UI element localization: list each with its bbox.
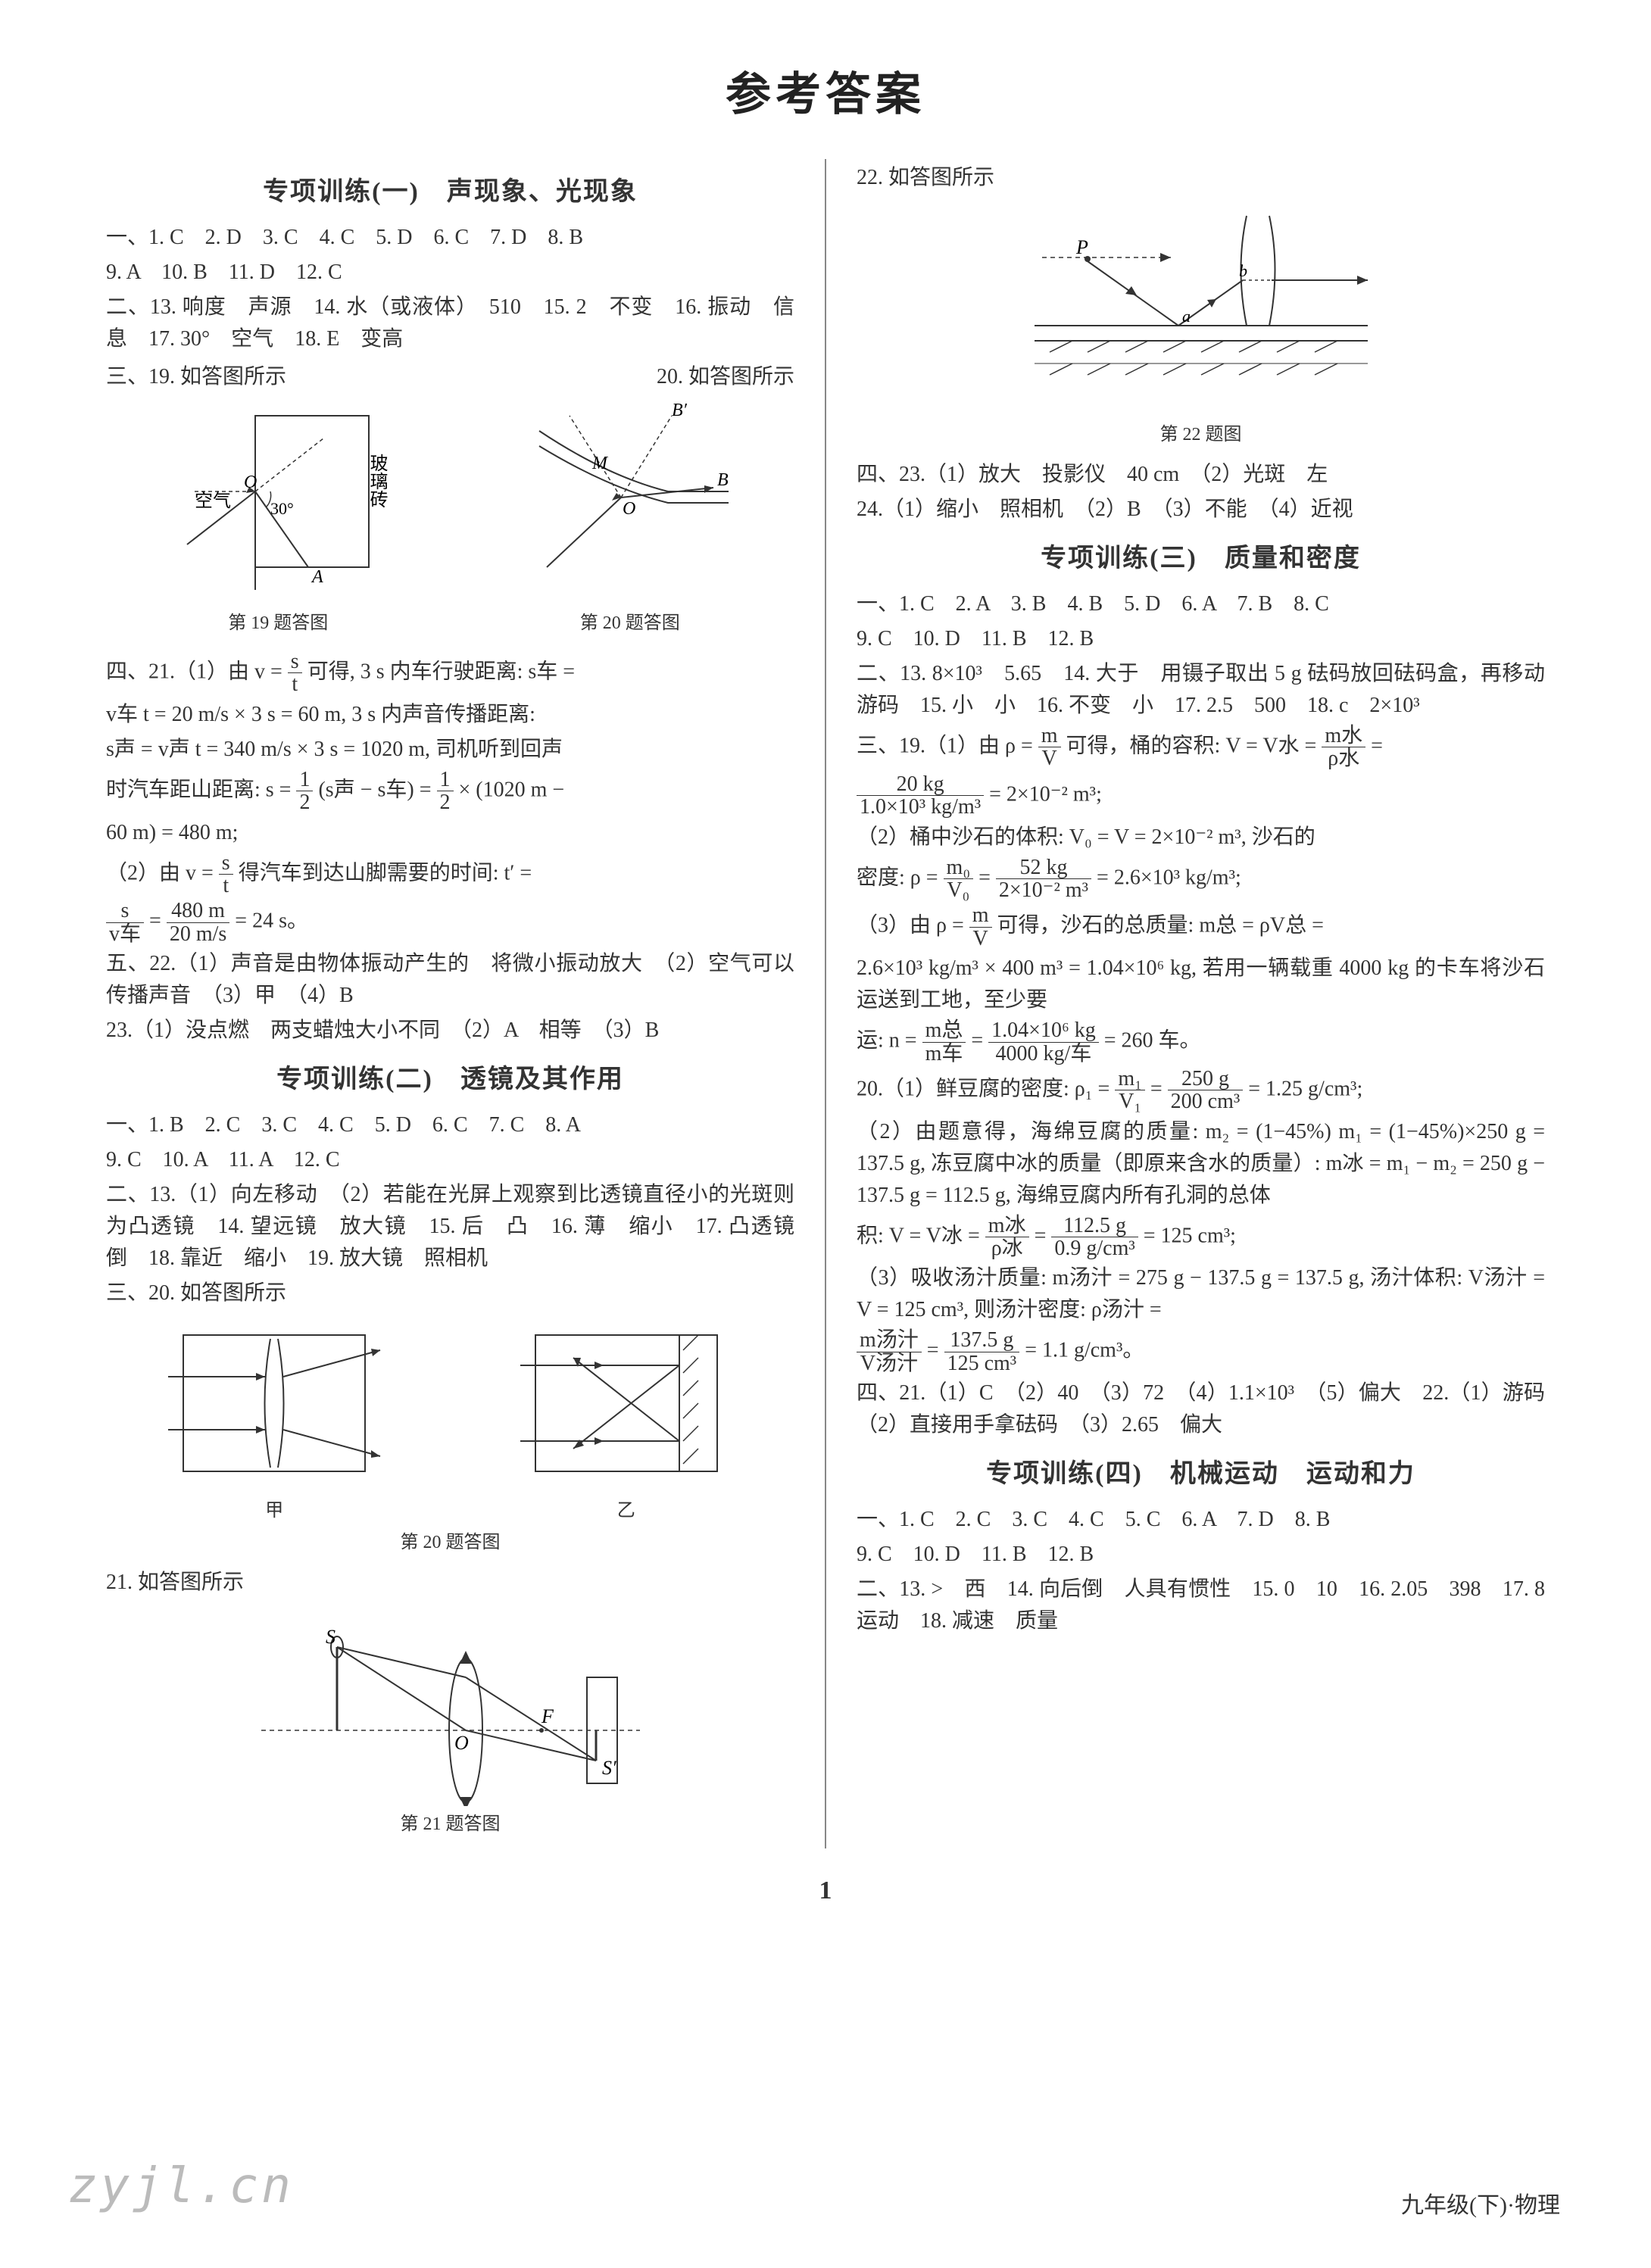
- ans-text: 20. 如答图所示: [657, 361, 794, 393]
- svg-text:A: A: [311, 567, 323, 587]
- ans-text: 时汽车距山距离: s = 12 (s声 − s车) = 12 × (1020 m…: [106, 769, 794, 814]
- ans-text: 9. A 10. B 11. D 12. C: [106, 257, 794, 289]
- fig20a-svg: B′ B M O: [517, 393, 744, 605]
- ans-text: 60 m) = 480 m;: [106, 817, 794, 849]
- ans-text: 密度: ρ = m₀V₀ = 52 kg2×10⁻² m³ = 2.6×10³ …: [857, 856, 1545, 902]
- ans-text: 二、13. 8×10³ 5.65 14. 大于 用镊子取出 5 g 砝码放回砝码…: [857, 658, 1545, 722]
- sec1-title: 专项训练(一) 声现象、光现象: [106, 173, 794, 211]
- columns: 专项训练(一) 声现象、光现象 一、1. C 2. D 3. C 4. C 5.…: [106, 159, 1545, 1848]
- svg-text:玻璃砖: 玻璃砖: [367, 454, 388, 508]
- ans-text: 三、20. 如答图所示: [106, 1278, 794, 1309]
- right-column: 22. 如答图所示: [857, 159, 1545, 1848]
- column-divider: [825, 159, 826, 1848]
- fig-20-yi: 乙: [513, 1312, 740, 1524]
- ans-text: （2）由 v = st 得汽车到达山脚需要的时间: t′ =: [106, 852, 794, 897]
- ans-text: 9. C 10. A 11. A 12. C: [106, 1144, 794, 1176]
- ans-text: m汤汁V汤汁 = 137.5 g125 cm³ = 1.1 g/cm³。: [857, 1329, 1545, 1374]
- ans-text: （2）由题意得，海绵豆腐的质量: m₂ = (1−45%) m₁ = (1−45…: [857, 1116, 1545, 1212]
- svg-text:S′: S′: [602, 1757, 616, 1779]
- fig20-jia-label: 甲: [161, 1497, 388, 1524]
- svg-text:P: P: [1075, 236, 1088, 258]
- fig20-yi-label: 乙: [513, 1497, 740, 1524]
- ans-text: 9. C 10. D 11. B 12. B: [857, 1539, 1545, 1571]
- fig-20a: B′ B M O 第 20 题答图: [517, 393, 744, 647]
- fig-row-20jy: 甲: [106, 1312, 794, 1524]
- left-column: 专项训练(一) 声现象、光现象 一、1. C 2. D 3. C 4. C 5.…: [106, 159, 794, 1848]
- svg-text:S: S: [326, 1626, 336, 1648]
- ans-text: s声 = v声 t = 340 m/s × 3 s = 1020 m, 司机听到…: [106, 734, 794, 766]
- ans-text: 23.（1）没点燃 两支蜡烛大小不同 （2）A 相等 （3）B: [106, 1015, 794, 1047]
- ans-text: 五、22.（1）声音是由物体振动产生的 将微小振动放大 （2）空气可以传播声音 …: [106, 948, 794, 1012]
- sec3-title: 专项训练(三) 质量和密度: [857, 539, 1545, 578]
- ans-text: 9. C 10. D 11. B 12. B: [857, 623, 1545, 655]
- fig21-cap: 第 21 题答图: [106, 1811, 794, 1838]
- svg-text:F: F: [541, 1705, 554, 1727]
- ans-text: 四、21.（1）C （2）40 （3）72 （4）1.1×10³ （5）偏大 2…: [857, 1377, 1545, 1441]
- svg-text:O: O: [623, 499, 635, 519]
- sec2-title: 专项训练(二) 透镜及其作用: [106, 1060, 794, 1099]
- fig-22: P a b 第 22 题图: [857, 204, 1545, 448]
- svg-text:B: B: [717, 470, 729, 490]
- svg-text:O: O: [244, 473, 257, 492]
- fig19-cap: 第 19 题答图: [157, 610, 399, 637]
- ans-text: 二、13. > 西 14. 向后倒 人具有惯性 15. 0 10 16. 2.0…: [857, 1574, 1545, 1637]
- svg-text:B′: B′: [672, 401, 688, 420]
- ans-text: （3）吸收汤汁质量: m汤汁 = 275 g − 137.5 g = 137.5…: [857, 1262, 1545, 1326]
- ans-text: （3）由 ρ = mV 可得，沙石的总质量: m总 = ρV总 =: [857, 904, 1545, 950]
- fig20b-cap: 第 20 题答图: [106, 1529, 794, 1556]
- ans-text: 20 kg1.0×10³ kg/m³ = 2×10⁻² m³;: [857, 773, 1545, 819]
- fig-19: 30° O A 空气 玻璃砖 第 19 题答图: [157, 393, 399, 647]
- ans-text: 一、1. B 2. C 3. C 4. C 5. D 6. C 7. C 8. …: [106, 1109, 794, 1141]
- ans-text: v车 t = 20 m/s × 3 s = 60 m, 3 s 内声音传播距离:: [106, 699, 794, 731]
- ans-text: sv车 = 480 m20 m/s = 24 s。: [106, 900, 794, 945]
- ans-text: 一、1. C 2. A 3. B 4. B 5. D 6. A 7. B 8. …: [857, 588, 1545, 620]
- ans-text: 24.（1）缩小 照相机 （2）B （3）不能 （4）近视: [857, 494, 1545, 526]
- ans-text: 二、13.（1）向左移动 （2）若能在光屏上观察到比透镜直径小的光斑则为凸透镜 …: [106, 1179, 794, 1274]
- fig-21: S S′ F O 第 21 题答图: [106, 1609, 794, 1838]
- fig20a-cap: 第 20 题答图: [517, 610, 744, 637]
- ans-text: 一、1. C 2. D 3. C 4. C 5. D 6. C 7. D 8. …: [106, 222, 794, 254]
- svg-text:b: b: [1239, 261, 1247, 280]
- fig19-svg: 30° O A 空气 玻璃砖: [157, 393, 399, 605]
- ans-text: 四、21.（1）由 v = st 可得, 3 s 内车行驶距离: s车 =: [106, 650, 794, 696]
- page-title: 参考答案: [106, 61, 1545, 129]
- ans-text: 积: V = V冰 = m冰ρ冰 = 112.5 g0.9 g/cm³ = 12…: [857, 1215, 1545, 1260]
- ans-text: 运: n = m总m车 = 1.04×10⁶ kg4000 kg/车 = 260…: [857, 1019, 1545, 1065]
- ans-text: 二、13. 响度 声源 14. 水（或液体） 510 15. 2 不变 16. …: [106, 292, 794, 355]
- ans-text: 2.6×10³ kg/m³ × 400 m³ = 1.04×10⁶ kg, 若用…: [857, 953, 1545, 1016]
- ans-text: 四、23.（1）放大 投影仪 40 cm （2）光斑 左: [857, 459, 1545, 491]
- ans-text: （2）桶中沙石的体积: V₀ = V = 2×10⁻² m³, 沙石的: [857, 822, 1545, 853]
- svg-text:30°: 30°: [270, 499, 294, 518]
- watermark: zyjl.cn: [68, 2150, 294, 2223]
- fig-20-jia: 甲: [161, 1312, 388, 1524]
- ans-text: 三、19. 如答图所示: [106, 361, 286, 393]
- svg-text:a: a: [1182, 307, 1191, 326]
- fig22-cap: 第 22 题图: [857, 421, 1545, 448]
- ans-text: 三、19.（1）由 ρ = mV 可得，桶的容积: V = V水 = m水ρ水 …: [857, 725, 1545, 770]
- footer-right: 九年级(下)·物理: [1401, 2188, 1560, 2223]
- sec4-title: 专项训练(四) 机械运动 运动和力: [857, 1455, 1545, 1493]
- ans-text: 21. 如答图所示: [106, 1567, 794, 1599]
- page-number: 1: [106, 1871, 1545, 1910]
- svg-text:空气: 空气: [195, 491, 231, 511]
- ans-text: 一、1. C 2. C 3. C 4. C 5. C 6. A 7. D 8. …: [857, 1504, 1545, 1536]
- ans-text: 20.（1）鲜豆腐的密度: ρ₁ = m₁V₁ = 250 g200 cm³ =…: [857, 1068, 1545, 1113]
- svg-text:O: O: [454, 1732, 469, 1754]
- fig-row-19-20: 30° O A 空气 玻璃砖 第 19 题答图: [106, 393, 794, 647]
- ans-text: 22. 如答图所示: [857, 162, 1545, 194]
- svg-text:M: M: [591, 454, 609, 473]
